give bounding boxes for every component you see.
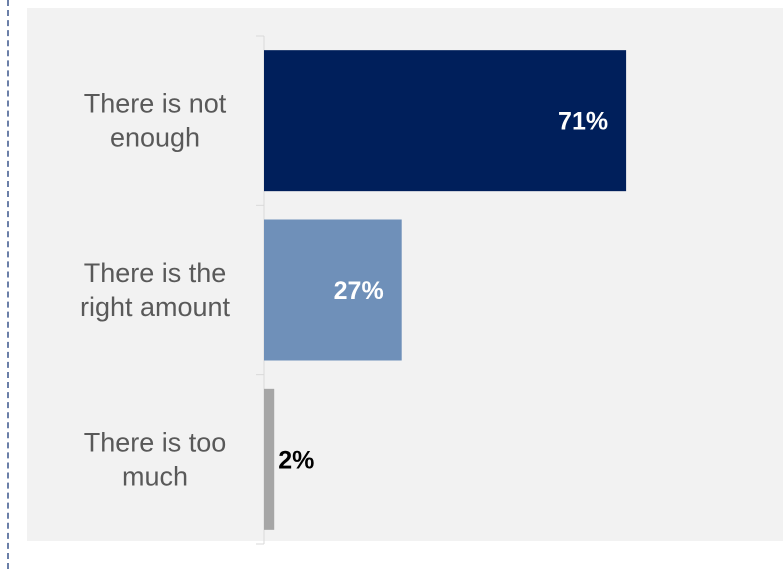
value-label: 71%: [558, 108, 608, 136]
category-label: There is not: [84, 89, 227, 119]
category-label: much: [122, 461, 188, 491]
category-label: There is the: [84, 258, 227, 288]
value-label: 27%: [334, 277, 384, 305]
category-axis: [256, 35, 265, 545]
bar-0: [264, 50, 627, 192]
value-labels: 71% 27% 2%: [278, 108, 608, 475]
category-label: There is too: [84, 427, 227, 457]
category-label: right amount: [80, 292, 231, 322]
dashed-border: [7, 0, 9, 569]
category-label: enough: [110, 123, 200, 153]
bars: [264, 50, 627, 530]
category-labels: There is not enough There is the right amou…: [80, 89, 231, 492]
bar-2: [264, 388, 275, 530]
value-label: 2%: [278, 446, 314, 474]
bar-1: [264, 219, 402, 361]
